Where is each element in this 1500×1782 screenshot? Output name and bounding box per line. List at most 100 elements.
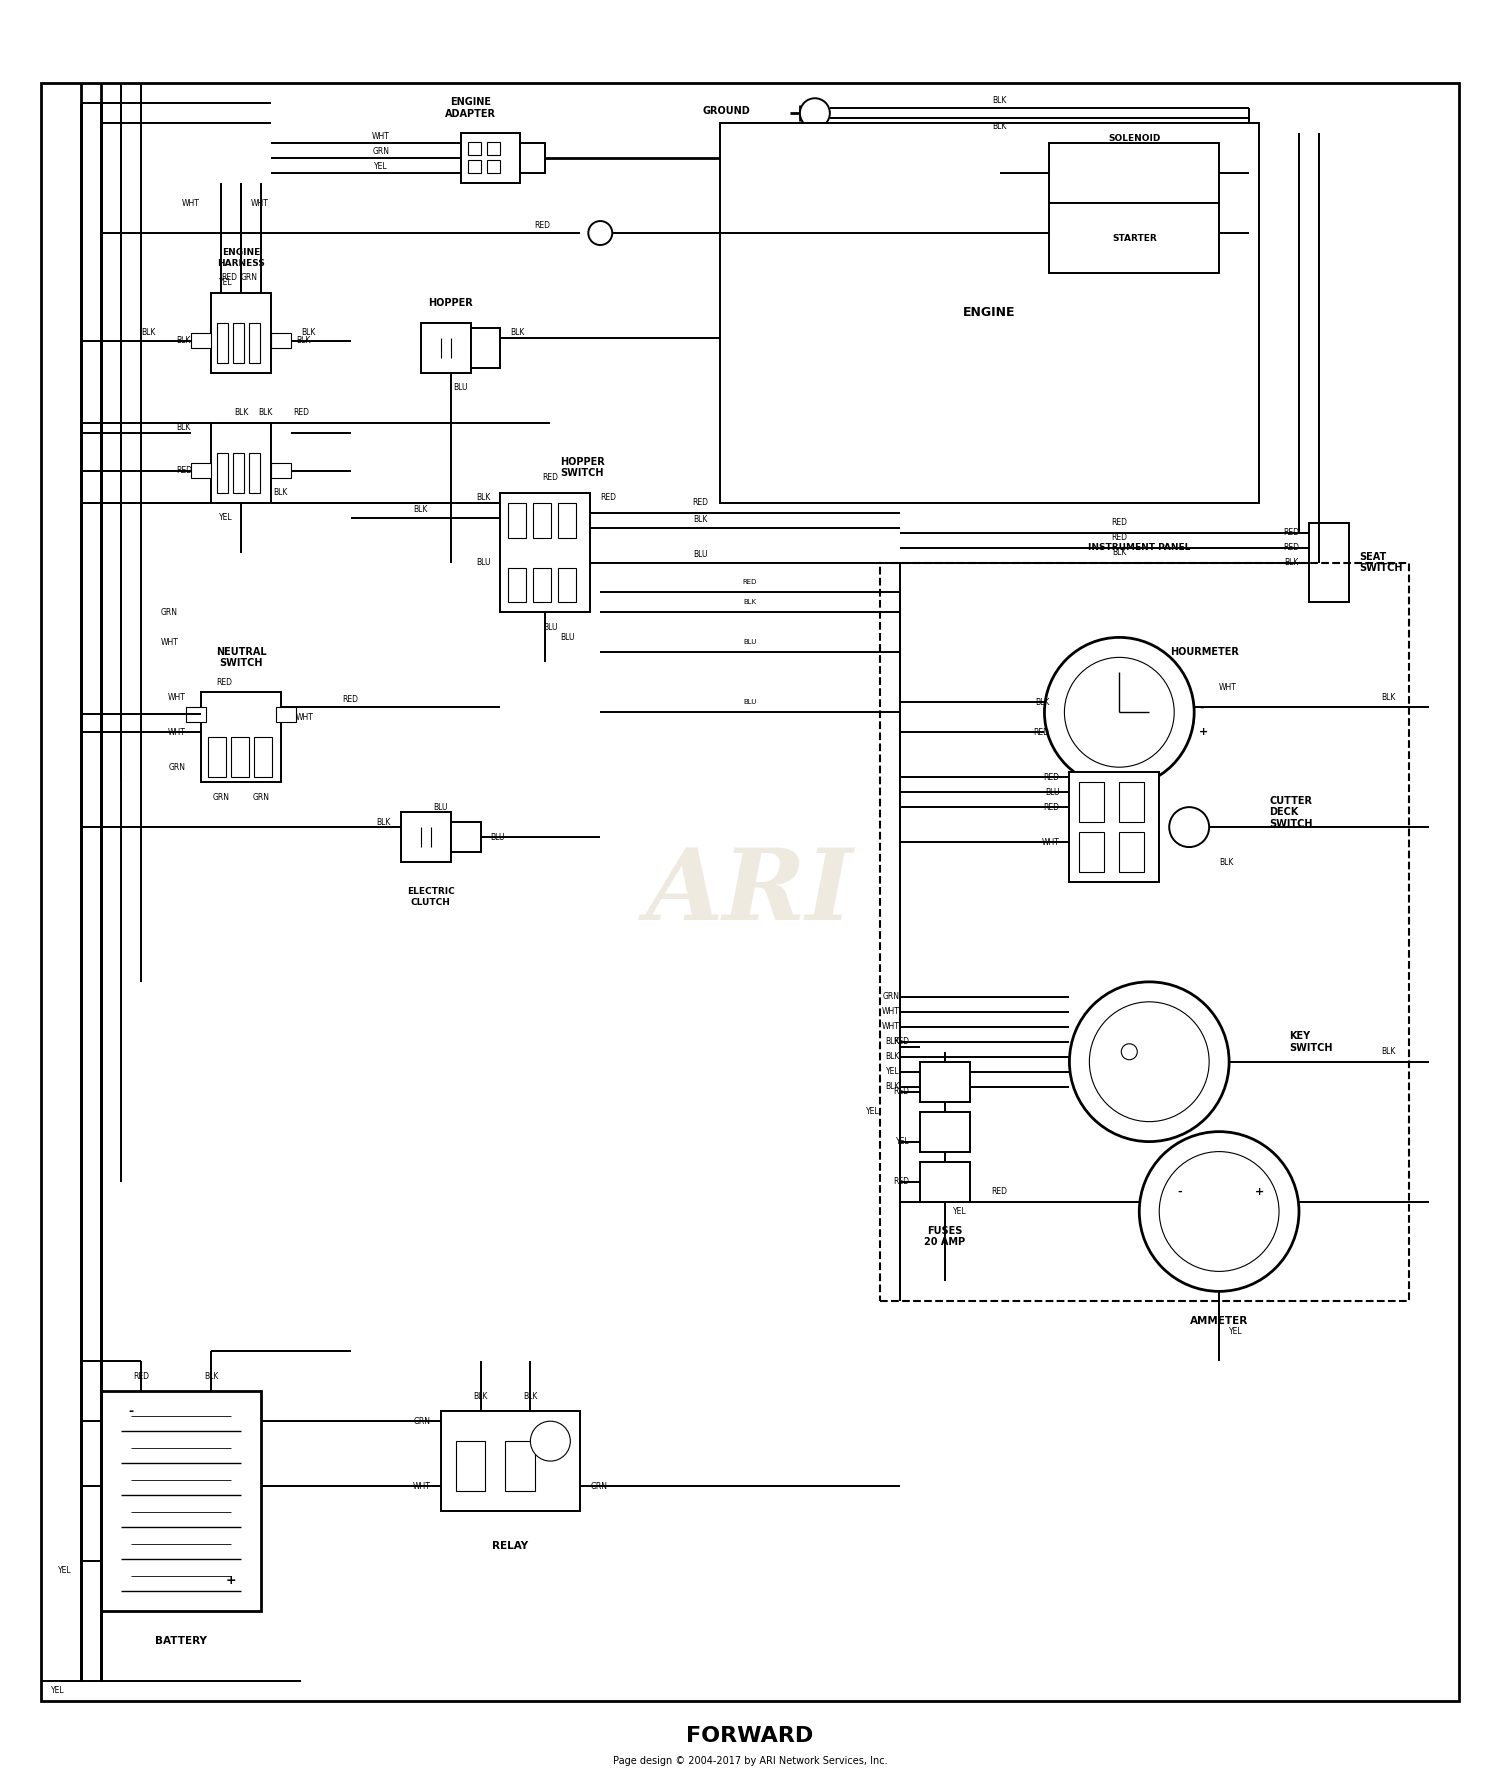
Bar — [190, 463, 211, 478]
Text: BLK: BLK — [693, 515, 708, 524]
Bar — [190, 333, 211, 347]
Text: RED: RED — [216, 677, 232, 686]
Text: GRN: GRN — [170, 763, 186, 772]
Text: YEL: YEL — [219, 513, 232, 522]
Text: FUSES
20 AMP: FUSES 20 AMP — [924, 1226, 964, 1247]
Circle shape — [1168, 807, 1209, 846]
Text: ARI: ARI — [646, 843, 854, 941]
Text: BLK: BLK — [524, 1392, 537, 1401]
Bar — [468, 143, 480, 155]
Bar — [720, 123, 1258, 503]
Text: WHT: WHT — [168, 727, 186, 736]
Text: INSTRUMENT PANEL: INSTRUMENT PANEL — [1088, 544, 1191, 552]
Text: BLK: BLK — [296, 337, 310, 346]
Text: RELAY: RELAY — [492, 1541, 528, 1550]
Text: RED: RED — [1044, 802, 1059, 811]
Bar — [740, 134, 1239, 483]
Text: RED: RED — [1044, 773, 1059, 782]
Text: BLK: BLK — [302, 328, 315, 337]
Bar — [488, 160, 501, 173]
Circle shape — [1065, 658, 1174, 768]
Bar — [471, 328, 501, 367]
Text: BATTERY: BATTERY — [154, 1636, 207, 1647]
Bar — [460, 134, 520, 184]
Text: YEL: YEL — [865, 1107, 880, 1116]
Text: WHT: WHT — [413, 1481, 430, 1490]
Text: WHT: WHT — [1041, 838, 1059, 846]
Text: BLK: BLK — [1112, 549, 1126, 558]
Text: BLK: BLK — [510, 328, 525, 337]
Text: WHT: WHT — [251, 198, 268, 207]
Circle shape — [1070, 982, 1228, 1142]
Text: BLK: BLK — [376, 818, 390, 827]
Text: BLK: BLK — [1382, 1048, 1396, 1057]
Text: +: + — [1198, 727, 1209, 738]
Bar — [1070, 772, 1160, 882]
Text: BLK: BLK — [993, 96, 1006, 105]
Text: RED: RED — [600, 494, 616, 503]
Bar — [920, 1062, 969, 1101]
Text: WHT: WHT — [168, 693, 186, 702]
Text: RED: RED — [134, 1372, 148, 1381]
Circle shape — [1122, 1044, 1137, 1060]
Text: BLK: BLK — [1035, 699, 1050, 707]
Text: ENGINE: ENGINE — [963, 307, 1016, 319]
Bar — [520, 143, 546, 173]
Bar — [558, 503, 576, 538]
Text: BLK: BLK — [993, 121, 1006, 130]
Bar — [880, 563, 1408, 1301]
Text: RED: RED — [342, 695, 358, 704]
Text: KEY
SWITCH: KEY SWITCH — [1288, 1032, 1332, 1053]
Circle shape — [588, 221, 612, 244]
Text: BLK: BLK — [474, 1392, 488, 1401]
Text: STARTER: STARTER — [1112, 233, 1156, 242]
Text: RED: RED — [1112, 519, 1128, 527]
Bar — [920, 1112, 969, 1151]
Bar — [534, 567, 552, 602]
Bar — [450, 822, 480, 852]
Bar — [272, 333, 291, 347]
Text: GRN: GRN — [414, 1417, 430, 1426]
Text: BLU: BLU — [453, 383, 468, 392]
Text: RED: RED — [543, 474, 558, 483]
Text: BLU: BLU — [744, 699, 756, 706]
Text: -: - — [1178, 1187, 1182, 1196]
Text: BLK: BLK — [273, 488, 288, 497]
Circle shape — [531, 1422, 570, 1461]
Bar — [1119, 782, 1144, 822]
Text: -: - — [129, 1404, 134, 1418]
Text: ENGINE
HARNESS: ENGINE HARNESS — [217, 248, 266, 267]
Text: BLK: BLK — [744, 599, 756, 606]
Bar — [534, 503, 552, 538]
Bar — [920, 1162, 969, 1201]
Bar — [501, 492, 591, 613]
Text: BLK: BLK — [176, 337, 190, 346]
Text: BLK: BLK — [885, 1051, 900, 1062]
Text: YEL: YEL — [219, 278, 232, 287]
Text: AMMETER: AMMETER — [1190, 1317, 1248, 1326]
Bar — [249, 453, 259, 492]
Text: GRN: GRN — [591, 1481, 608, 1490]
Text: RED: RED — [1282, 544, 1299, 552]
Text: +: + — [1254, 1187, 1263, 1196]
Bar — [400, 813, 450, 862]
Text: WHT: WHT — [296, 713, 314, 722]
Bar — [1080, 832, 1104, 871]
Text: BLU: BLU — [693, 551, 708, 560]
Text: YEL: YEL — [57, 1566, 72, 1575]
Text: RED: RED — [742, 579, 758, 586]
Text: BLU: BLU — [433, 802, 448, 811]
Text: RED: RED — [220, 273, 237, 283]
Text: YEL: YEL — [886, 1067, 900, 1076]
Bar — [201, 693, 280, 782]
Circle shape — [1044, 638, 1194, 788]
Text: BLK: BLK — [1220, 857, 1233, 866]
Bar — [100, 1392, 261, 1611]
Bar — [1119, 832, 1144, 871]
Circle shape — [800, 98, 830, 128]
Text: YEL: YEL — [374, 162, 387, 171]
Bar — [217, 323, 228, 364]
Bar — [211, 292, 272, 372]
Text: FORWARD: FORWARD — [687, 1725, 813, 1746]
Bar — [232, 323, 244, 364]
